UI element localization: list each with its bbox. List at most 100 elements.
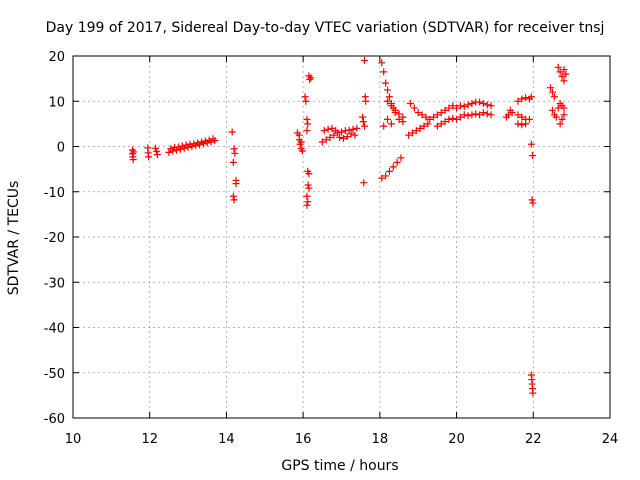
data-point bbox=[330, 131, 338, 139]
data-point bbox=[547, 84, 555, 92]
data-point bbox=[324, 125, 332, 133]
data-point bbox=[339, 134, 347, 142]
data-point bbox=[194, 139, 202, 147]
data-point bbox=[336, 133, 344, 141]
data-point bbox=[449, 102, 457, 110]
data-point bbox=[416, 124, 424, 132]
data-point bbox=[456, 113, 464, 121]
data-point bbox=[393, 158, 401, 166]
data-point bbox=[522, 120, 530, 128]
data-point bbox=[351, 131, 359, 139]
data-point bbox=[487, 111, 495, 119]
data-point bbox=[303, 201, 311, 209]
data-point bbox=[387, 102, 395, 110]
data-point bbox=[522, 94, 530, 102]
data-point bbox=[518, 121, 526, 129]
data-point bbox=[560, 111, 568, 119]
data-point bbox=[548, 106, 556, 114]
data-point bbox=[560, 77, 568, 85]
data-point bbox=[232, 180, 240, 188]
data-point bbox=[479, 100, 487, 108]
data-point bbox=[424, 120, 432, 128]
data-point bbox=[562, 70, 570, 78]
x-tick-label: 18 bbox=[372, 432, 389, 447]
data-point bbox=[468, 111, 476, 119]
data-point bbox=[527, 140, 535, 148]
data-point bbox=[384, 97, 392, 105]
data-point bbox=[209, 135, 217, 143]
data-point bbox=[472, 110, 480, 118]
data-point bbox=[548, 88, 556, 96]
data-point bbox=[453, 115, 461, 123]
data-point bbox=[302, 97, 310, 105]
data-point bbox=[391, 106, 399, 114]
data-point bbox=[552, 113, 560, 121]
data-point bbox=[197, 138, 205, 146]
data-point bbox=[397, 154, 405, 162]
data-point bbox=[437, 109, 445, 117]
x-tick-label: 14 bbox=[218, 432, 235, 447]
x-tick-label: 24 bbox=[602, 432, 619, 447]
data-point bbox=[301, 93, 309, 101]
data-point bbox=[229, 192, 237, 200]
data-point bbox=[420, 122, 428, 130]
data-point bbox=[303, 192, 311, 200]
data-point bbox=[433, 111, 441, 119]
data-point bbox=[529, 152, 537, 160]
data-point bbox=[405, 131, 413, 139]
data-point bbox=[349, 125, 357, 133]
y-tick-label: -50 bbox=[44, 367, 65, 382]
data-point bbox=[460, 111, 468, 119]
data-point bbox=[437, 120, 445, 128]
data-point bbox=[307, 74, 315, 82]
data-point bbox=[347, 130, 355, 138]
data-point bbox=[360, 179, 368, 187]
data-point bbox=[468, 100, 476, 108]
data-point bbox=[151, 144, 159, 152]
data-point bbox=[361, 122, 369, 130]
y-tick-label: -10 bbox=[44, 186, 65, 201]
data-point bbox=[464, 101, 472, 109]
data-point bbox=[483, 101, 491, 109]
data-point bbox=[153, 151, 161, 159]
data-point bbox=[328, 124, 336, 132]
chart-title: Day 199 of 2017, Sidereal Day-to-day VTE… bbox=[46, 20, 605, 36]
data-point bbox=[382, 79, 390, 87]
data-point bbox=[529, 389, 537, 397]
data-point bbox=[318, 138, 326, 146]
data-point bbox=[230, 196, 238, 204]
data-point bbox=[385, 93, 393, 101]
x-axis-label: GPS time / hours bbox=[281, 458, 398, 474]
data-point bbox=[295, 131, 303, 139]
data-point bbox=[231, 149, 239, 157]
data-point bbox=[322, 136, 330, 144]
data-point bbox=[178, 142, 186, 150]
data-point bbox=[476, 111, 484, 119]
data-point bbox=[476, 98, 484, 106]
axis-ticks: 10 12 14 16 18 20 22 24 -60 -50 -40 -30 -20 -10 0 10 20 bbox=[44, 50, 619, 447]
data-point bbox=[508, 109, 516, 117]
data-point bbox=[528, 196, 536, 204]
data-point bbox=[387, 120, 395, 128]
y-tick-label: 0 bbox=[57, 141, 65, 156]
data-point bbox=[174, 143, 182, 151]
data-point bbox=[230, 145, 238, 153]
data-point bbox=[422, 113, 430, 121]
data-point bbox=[320, 127, 328, 135]
y-tick-label: -30 bbox=[44, 276, 65, 291]
y-tick-label: -40 bbox=[44, 322, 65, 337]
data-point bbox=[407, 100, 415, 108]
data-point bbox=[384, 115, 392, 123]
data-point bbox=[385, 167, 393, 175]
data-point bbox=[303, 127, 311, 135]
data-point bbox=[479, 109, 487, 117]
data-point bbox=[560, 104, 568, 112]
data-point bbox=[297, 138, 305, 146]
data-point bbox=[378, 59, 386, 67]
data-point bbox=[554, 63, 562, 71]
data-point bbox=[165, 148, 173, 156]
data-point bbox=[303, 115, 311, 123]
y-tick-label: -60 bbox=[44, 412, 65, 427]
y-axis-label: SDTVAR / TECUs bbox=[6, 181, 22, 296]
